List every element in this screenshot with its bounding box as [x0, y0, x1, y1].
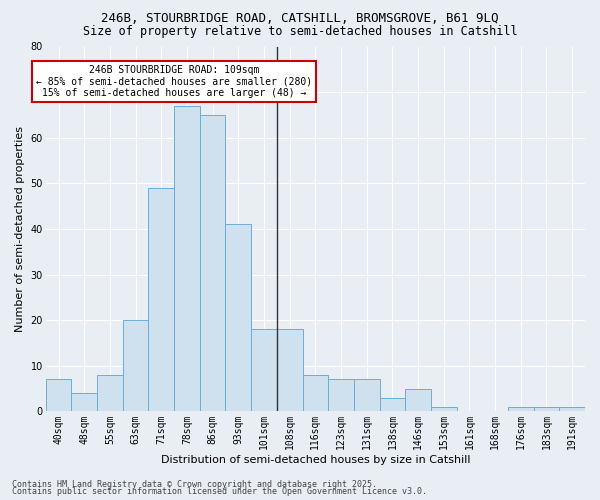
Bar: [97, 375, 123, 412]
X-axis label: Distribution of semi-detached houses by size in Catshill: Distribution of semi-detached houses by …: [161, 455, 470, 465]
Text: Contains HM Land Registry data © Crown copyright and database right 2025.: Contains HM Land Registry data © Crown c…: [12, 480, 377, 489]
Text: Size of property relative to semi-detached houses in Catshill: Size of property relative to semi-detach…: [83, 25, 517, 38]
Bar: [328, 380, 354, 412]
Y-axis label: Number of semi-detached properties: Number of semi-detached properties: [15, 126, 25, 332]
Bar: [148, 188, 174, 412]
Bar: [174, 106, 200, 412]
Bar: [251, 330, 277, 411]
Bar: [533, 407, 559, 412]
Bar: [71, 393, 97, 411]
Bar: [226, 224, 251, 412]
Bar: [123, 320, 148, 412]
Text: 246B STOURBRIDGE ROAD: 109sqm
← 85% of semi-detached houses are smaller (280)
15: 246B STOURBRIDGE ROAD: 109sqm ← 85% of s…: [36, 64, 312, 98]
Bar: [200, 115, 226, 412]
Bar: [508, 407, 533, 412]
Bar: [302, 375, 328, 412]
Bar: [46, 380, 71, 412]
Text: 246B, STOURBRIDGE ROAD, CATSHILL, BROMSGROVE, B61 9LQ: 246B, STOURBRIDGE ROAD, CATSHILL, BROMSG…: [101, 12, 499, 26]
Bar: [277, 330, 302, 411]
Bar: [431, 407, 457, 412]
Text: Contains public sector information licensed under the Open Government Licence v3: Contains public sector information licen…: [12, 488, 427, 496]
Bar: [380, 398, 405, 411]
Bar: [405, 388, 431, 411]
Bar: [354, 380, 380, 412]
Bar: [559, 407, 585, 412]
